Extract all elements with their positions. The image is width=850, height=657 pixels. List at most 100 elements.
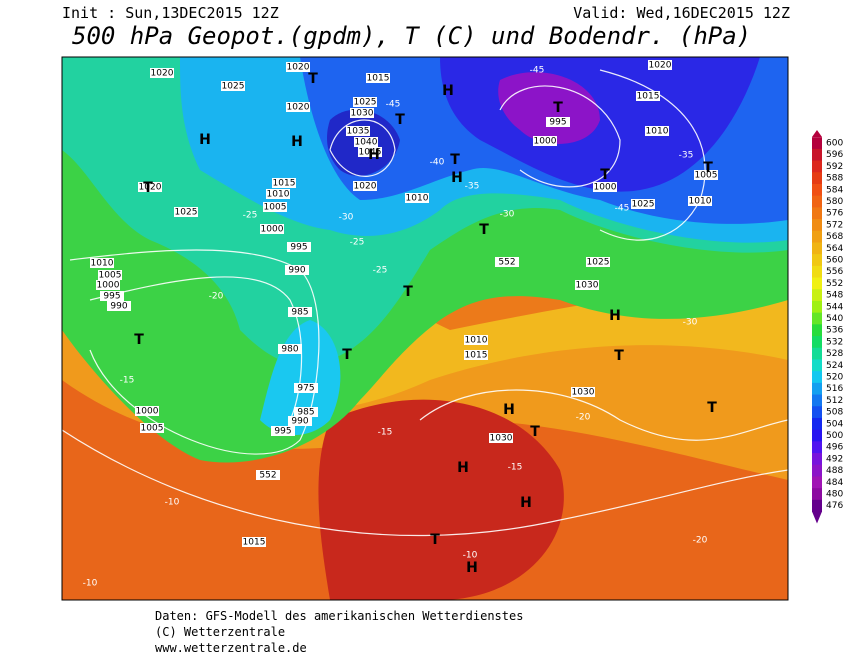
label-box bbox=[350, 108, 374, 118]
colorbar-label: 524 bbox=[826, 361, 843, 371]
pressure-center: H bbox=[451, 170, 463, 186]
isobar-label: 1015 bbox=[243, 538, 266, 548]
label-box bbox=[495, 257, 519, 267]
colorbar-swatch bbox=[812, 277, 822, 290]
label-box bbox=[631, 199, 655, 209]
label-box bbox=[354, 137, 378, 147]
isobar-label: 1020 bbox=[287, 63, 310, 73]
map-field bbox=[62, 57, 788, 600]
isobar-label: 1010 bbox=[689, 197, 712, 207]
colorbar-label: 560 bbox=[826, 256, 843, 266]
pressure-center: T bbox=[703, 160, 713, 176]
isobar-label: 1025 bbox=[632, 200, 655, 210]
temperature-label: -30 bbox=[339, 213, 354, 223]
pressure-center: H bbox=[457, 460, 469, 476]
pressure-center: H bbox=[520, 495, 532, 511]
isobar-label: 1010 bbox=[465, 336, 488, 346]
label-box bbox=[648, 60, 672, 70]
label-box bbox=[278, 344, 302, 354]
isobar-label: 985 bbox=[291, 308, 308, 318]
pressure-center: H bbox=[503, 402, 515, 418]
colorbar-swatch bbox=[812, 312, 822, 325]
colorbar-swatch bbox=[812, 429, 822, 442]
isobar-label: 1015 bbox=[367, 74, 390, 84]
isobar-label: 1015 bbox=[637, 92, 660, 102]
isobar-label: 990 bbox=[110, 302, 127, 312]
pressure-center: H bbox=[442, 83, 454, 99]
label-box bbox=[242, 537, 266, 547]
label-box bbox=[266, 189, 290, 199]
isobar-label: 990 bbox=[288, 266, 305, 276]
colorbar-swatch bbox=[812, 242, 822, 255]
isobar-label: 1025 bbox=[587, 258, 610, 268]
isobar-label: 1045 bbox=[359, 148, 382, 158]
label-box bbox=[575, 280, 599, 290]
map-labels: 1020 1020 1020 1020 1020 1020 1025 1025 1025 1025… bbox=[83, 60, 718, 589]
label-box bbox=[294, 407, 318, 417]
label-box bbox=[221, 81, 245, 91]
isobar-label: 980 bbox=[281, 345, 298, 355]
temperature-label: -15 bbox=[120, 376, 135, 386]
colorbar-swatch bbox=[812, 207, 822, 220]
colorbar-swatch bbox=[812, 382, 822, 396]
temperature-label: -35 bbox=[679, 151, 694, 161]
label-box bbox=[135, 406, 159, 416]
label-box bbox=[150, 68, 174, 78]
colorbar-swatch bbox=[812, 394, 822, 407]
colorbar-swatch bbox=[812, 172, 822, 185]
colorbar-label: 504 bbox=[826, 419, 843, 429]
isobar-label: 1005 bbox=[264, 203, 287, 213]
label-box bbox=[288, 307, 312, 317]
init-time: Init : Sun,13DEC2015 12Z bbox=[62, 4, 279, 22]
isobar-label: 1000 bbox=[534, 137, 557, 147]
colorbar-swatch bbox=[812, 417, 822, 431]
temperature-label: -25 bbox=[243, 211, 258, 221]
temperature-label: -20 bbox=[576, 413, 591, 423]
isobar-label: 1025 bbox=[222, 82, 245, 92]
pressure-center: H bbox=[466, 560, 478, 576]
temperature-label: -30 bbox=[500, 210, 515, 220]
colorbar-label: 532 bbox=[826, 337, 843, 347]
colorbar-swatch bbox=[812, 265, 822, 279]
isobar-label: 552 bbox=[498, 258, 515, 268]
colorbar-swatch bbox=[812, 476, 822, 489]
isobar-label: 1020 bbox=[649, 61, 672, 71]
pressure-center: T bbox=[342, 347, 352, 363]
temperature-label: -40 bbox=[430, 158, 445, 168]
temperature-label: -30 bbox=[683, 318, 698, 328]
colorbar-label: 544 bbox=[826, 302, 843, 312]
pressure-center: T bbox=[707, 400, 717, 416]
temperature-label: -20 bbox=[209, 292, 224, 302]
temperature-label: -10 bbox=[463, 551, 478, 561]
pressure-center: T bbox=[530, 424, 540, 440]
colorbar-label: 508 bbox=[826, 408, 843, 418]
colorbar-label: 584 bbox=[826, 185, 843, 195]
isobar-label: 995 bbox=[103, 292, 120, 302]
isobar-label: 1000 bbox=[136, 407, 159, 417]
temperature-label: -15 bbox=[378, 428, 393, 438]
colorbar-swatch bbox=[812, 183, 822, 197]
temperature-label: -20 bbox=[693, 536, 708, 546]
isobar-label: 1005 bbox=[695, 171, 718, 181]
isobar-label: 985 bbox=[297, 408, 314, 418]
colorbar-swatch bbox=[812, 488, 822, 501]
isobar-label: 1010 bbox=[406, 194, 429, 204]
pressure-center: T bbox=[450, 152, 460, 168]
colorbar-label: 528 bbox=[826, 349, 843, 359]
label-box bbox=[138, 182, 162, 192]
colorbar-label: 588 bbox=[826, 174, 843, 184]
label-box bbox=[263, 202, 287, 212]
label-box bbox=[353, 97, 377, 107]
isobar-label: 1040 bbox=[355, 138, 378, 148]
temperature-label: -45 bbox=[615, 204, 630, 214]
pressure-center: T bbox=[430, 532, 440, 548]
isobar-label: 1020 bbox=[139, 183, 162, 193]
pressure-center: T bbox=[614, 348, 624, 364]
temperature-label: -25 bbox=[350, 238, 365, 248]
label-box bbox=[100, 291, 124, 301]
colorbar-swatch bbox=[812, 324, 822, 337]
label-box bbox=[464, 350, 488, 360]
isobar-label: 1020 bbox=[151, 69, 174, 79]
footer-url: www.wetterzentrale.de bbox=[155, 641, 307, 655]
isobar-label: 1005 bbox=[141, 424, 164, 434]
